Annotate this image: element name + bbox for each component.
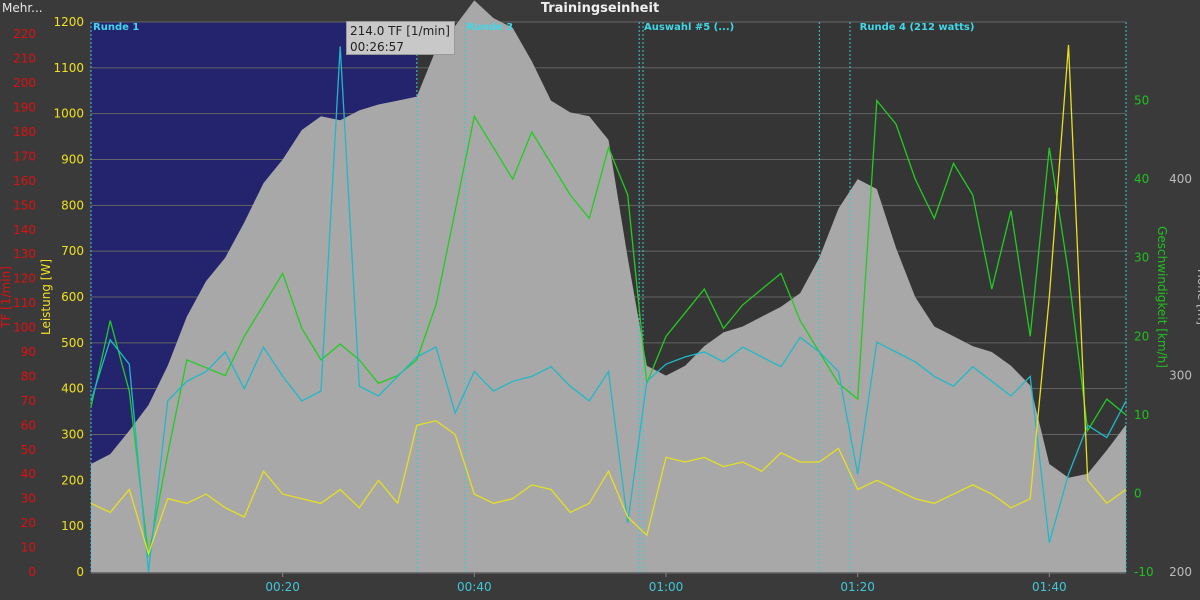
lap-label: Runde 4 (212 watts): [860, 22, 975, 33]
x-tick-label: 00:40: [457, 580, 492, 594]
tick-label-tf: 220: [13, 27, 36, 41]
axis-title-speed: Geschwindigkeit [km/h]: [1155, 226, 1169, 368]
cursor-tooltip: 214.0 TF [1/min] 00:26:57: [346, 21, 455, 55]
tick-label-power: 0: [76, 565, 84, 579]
series-line-power: [90, 44, 1127, 556]
tick-label-tf: 60: [21, 418, 36, 432]
tick-label-power: 200: [61, 473, 84, 487]
tick-label-tf: 20: [21, 516, 36, 530]
tick-label-speed: 40: [1134, 172, 1149, 186]
cursor-value: 214.0 TF [1/min]: [350, 24, 450, 38]
altitude-area: [91, 0, 1126, 572]
tick-label-tf: 210: [13, 52, 36, 66]
axis-tf: 0 10 20 30 40 50 60 70 80 90 100 110 120 130 140 150 160…: [0, 27, 36, 579]
x-tick-label: 01:00: [649, 580, 684, 594]
tick-label-tf: 10: [21, 541, 36, 555]
tick-label-power: 300: [61, 428, 84, 442]
tick-label-altitude: 400: [1169, 172, 1192, 186]
axis-altitude: 200 300 400 Höhe [m]: [1169, 172, 1200, 579]
tick-label-power: 1100: [53, 61, 84, 75]
series-line-speed: [90, 98, 1127, 557]
series-line-tf: [90, 46, 1127, 573]
tick-label-speed: 50: [1134, 94, 1149, 108]
tick-label-tf: 170: [13, 149, 36, 163]
axis-title-power: Leistung [W]: [39, 259, 53, 335]
tick-label-power: 700: [61, 244, 84, 258]
tick-label-speed: 10: [1134, 408, 1149, 422]
tick-label-tf: 110: [13, 296, 36, 310]
tick-label-tf: 200: [13, 76, 36, 90]
lap-label: Auswahl #5 (...): [644, 22, 734, 33]
tick-label-power: 400: [61, 382, 84, 396]
tick-label-speed: -10: [1134, 565, 1154, 579]
tick-label-speed: 30: [1134, 251, 1149, 265]
tick-label-altitude: 200: [1169, 565, 1192, 579]
tick-label-power: 600: [61, 290, 84, 304]
axis-power: 0 100 200 300 400 500 600 700 800 900 1000 1100 1200…: [39, 15, 84, 579]
tick-label-tf: 120: [13, 272, 36, 286]
x-tick-label: 01:40: [1032, 580, 1067, 594]
tick-label-tf: 40: [21, 467, 36, 481]
tick-label-tf: 130: [13, 247, 36, 261]
tick-label-tf: 160: [13, 174, 36, 188]
tick-label-power: 900: [61, 153, 84, 167]
axis-title-altitude: Höhe [m]: [1195, 269, 1200, 325]
tick-label-speed: 20: [1134, 329, 1149, 343]
tick-label-power: 1000: [53, 107, 84, 121]
tick-label-power: 500: [61, 336, 84, 350]
tick-label-tf: 50: [21, 443, 36, 457]
tick-label-tf: 180: [13, 125, 36, 139]
tick-label-altitude: 300: [1169, 369, 1192, 383]
tick-label-tf: 80: [21, 369, 36, 383]
tick-label-power: 100: [61, 519, 84, 533]
lap-label: Runde 1: [93, 22, 139, 33]
x-tick-label: 01:20: [840, 580, 875, 594]
tick-label-tf: 150: [13, 198, 36, 212]
tick-label-tf: 190: [13, 101, 36, 115]
axis-speed: -10 0 10 20 30 40 50 Geschwindigkeit [km/h]: [1134, 94, 1169, 579]
tick-label-tf: 30: [21, 492, 36, 506]
tick-label-power: 1200: [53, 15, 84, 29]
x-tick-label: 00:20: [265, 580, 300, 594]
tick-label-speed: 0: [1134, 486, 1142, 500]
tick-label-tf: 100: [13, 321, 36, 335]
tick-label-tf: 70: [21, 394, 36, 408]
tick-label-power: 800: [61, 198, 84, 212]
cursor-time: 00:26:57: [350, 40, 404, 54]
axis-x: 00:20 00:40 01:00 01:20 01:40: [265, 572, 1067, 594]
axis-title-tf: TF [1/min]: [0, 266, 13, 329]
tick-label-tf: 90: [21, 345, 36, 359]
chart-title: Trainingseinheit: [540, 1, 660, 16]
tick-label-tf: 140: [13, 223, 36, 237]
lap-labels: Runde 1 Runde 3 Auswahl #5 (...) Runde 4 (2…: [93, 22, 974, 33]
lap-label: Runde 3: [467, 22, 513, 33]
more-menu[interactable]: Mehr...: [2, 1, 43, 15]
tick-label-tf: 0: [28, 565, 36, 579]
